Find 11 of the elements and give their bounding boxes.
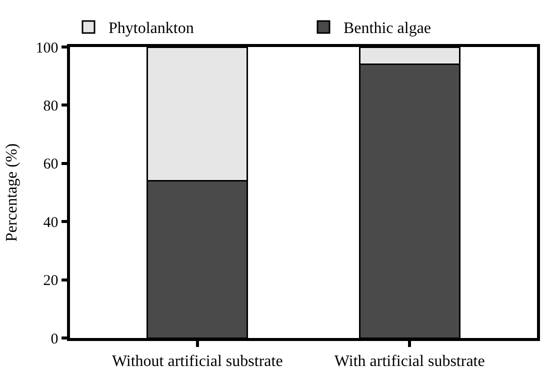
- x-tick-label: Without artificial substrate: [112, 352, 283, 370]
- legend-label: Benthic algae: [344, 20, 432, 38]
- y-tick-label: 60: [43, 156, 58, 173]
- legend-label: Phytolankton: [108, 20, 194, 38]
- y-tick-label: 20: [43, 273, 58, 290]
- y-tick-label: 40: [43, 214, 58, 231]
- y-tick-label: 0: [50, 331, 58, 348]
- y-tick-label: 100: [36, 40, 58, 56]
- x-tick-label: With artificial substrate: [334, 352, 485, 370]
- y-axis-title: Percentage (%): [4, 143, 21, 242]
- y-tick-label: 80: [43, 98, 58, 114]
